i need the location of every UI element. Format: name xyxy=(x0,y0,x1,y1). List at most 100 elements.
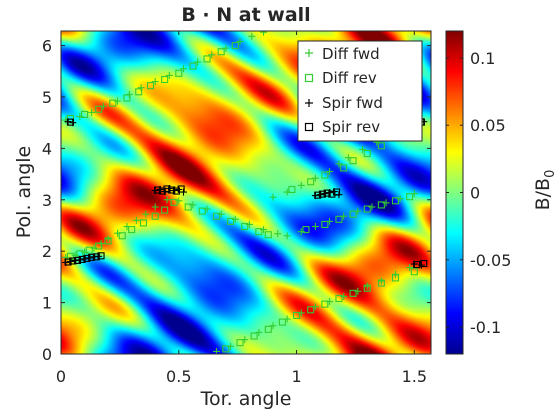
data-point-square xyxy=(198,207,206,215)
legend-marker-plus-green xyxy=(305,49,313,57)
data-point-square xyxy=(97,252,105,260)
data-point-square xyxy=(236,339,244,347)
data-point-square xyxy=(81,110,89,118)
data-point-plus xyxy=(363,282,371,290)
data-point-square xyxy=(95,105,103,113)
y-tick-label: 1 xyxy=(42,294,52,313)
data-point-square xyxy=(146,82,155,90)
data-point-square xyxy=(175,69,183,77)
data-point-square xyxy=(64,258,72,266)
data-point-plus xyxy=(382,199,390,207)
data-point-plus xyxy=(326,168,334,176)
data-point-square xyxy=(95,242,103,250)
data-point-square xyxy=(413,261,421,269)
data-point-plus xyxy=(283,232,291,240)
data-point-square xyxy=(264,325,272,333)
data-point-plus xyxy=(179,65,187,73)
legend-label: Spir rev xyxy=(322,118,380,136)
data-point-plus xyxy=(194,58,202,66)
data-point-plus xyxy=(255,328,263,336)
data-point-square xyxy=(318,190,327,198)
data-point-square xyxy=(321,300,329,308)
y-tick-label: 0 xyxy=(42,345,52,364)
data-point-square xyxy=(328,190,336,198)
x-tick-label: 1 xyxy=(291,367,301,386)
data-point-square xyxy=(69,257,77,265)
data-point-square xyxy=(88,253,96,261)
data-point-square xyxy=(335,294,343,303)
y-axis-label: Pol. angle xyxy=(13,146,35,238)
legend-item-diff-rev: Diff rev xyxy=(304,69,377,87)
data-point-square xyxy=(333,188,341,196)
data-point-square xyxy=(92,253,100,261)
data-point-square xyxy=(66,118,74,126)
data-point-square xyxy=(184,203,192,211)
data-point-plus xyxy=(114,97,122,105)
data-point-plus xyxy=(151,203,159,211)
data-point-plus xyxy=(245,220,253,228)
legend-label: Diff rev xyxy=(322,69,377,87)
data-point-plus xyxy=(217,210,225,218)
x-axis-label: Tor. angle xyxy=(200,388,292,410)
data-point-plus xyxy=(175,197,183,205)
data-point-plus xyxy=(269,322,277,330)
data-point-square xyxy=(217,48,225,56)
data-point-plus xyxy=(417,261,425,269)
data-point-square xyxy=(177,185,185,193)
data-point-plus xyxy=(208,51,216,59)
data-point-plus xyxy=(269,193,277,201)
data-point-square xyxy=(227,217,235,225)
data-point-square xyxy=(250,332,258,340)
legend-marker-square-black xyxy=(304,122,314,132)
data-point-square xyxy=(307,306,315,314)
data-point-plus xyxy=(222,44,230,52)
data-point-square xyxy=(292,311,301,319)
colorbar-label-subscript: 0 xyxy=(543,170,558,178)
data-point-square xyxy=(391,197,400,205)
data-point-square xyxy=(128,226,136,234)
data-point-square xyxy=(406,193,414,201)
legend-box xyxy=(297,40,423,142)
x-tick-label: 1.5 xyxy=(402,367,427,386)
data-point-square xyxy=(363,149,371,158)
data-point-plus xyxy=(354,287,362,295)
data-point-plus xyxy=(311,174,319,182)
legend-label: Spir fwd xyxy=(322,94,383,112)
data-point-plus xyxy=(231,215,239,223)
data-point-square xyxy=(83,254,91,262)
data-point-square xyxy=(104,237,112,245)
data-point-square xyxy=(151,212,159,220)
data-point-plus xyxy=(90,244,98,252)
y-tick-label: 3 xyxy=(42,191,52,210)
colorbar-label-text: B/B xyxy=(532,178,554,210)
data-point-square xyxy=(163,185,171,193)
data-point-square xyxy=(321,171,329,179)
data-point-square xyxy=(314,191,322,199)
colorbar-tick-label: -0.05 xyxy=(470,251,511,270)
data-point-square xyxy=(78,255,86,263)
legend-item-spir-fwd: Spir fwd xyxy=(305,94,383,112)
data-point-plus xyxy=(104,235,112,243)
data-point-square xyxy=(391,274,400,282)
data-point-square xyxy=(302,226,310,234)
data-point-plus xyxy=(137,84,145,92)
data-point-square xyxy=(222,345,230,353)
data-point-plus xyxy=(81,248,89,256)
data-point-plus xyxy=(248,32,256,40)
data-point-plus xyxy=(142,210,150,218)
y-tick-label: 6 xyxy=(42,37,52,56)
data-point-plus xyxy=(165,71,173,79)
data-point-square xyxy=(203,55,211,63)
data-point-plus xyxy=(359,145,367,153)
data-point-plus xyxy=(391,270,399,278)
x-axis-ticks: 0 0.5 1 1.5 xyxy=(56,31,427,386)
data-point-square xyxy=(241,222,249,231)
data-point-square xyxy=(264,231,272,239)
data-point-square xyxy=(135,88,143,96)
legend-item-spir-rev: Spir rev xyxy=(304,118,380,136)
data-point-square xyxy=(420,259,428,268)
data-point-square xyxy=(349,289,357,297)
data-point-square xyxy=(170,198,178,206)
data-point-square xyxy=(323,189,331,197)
